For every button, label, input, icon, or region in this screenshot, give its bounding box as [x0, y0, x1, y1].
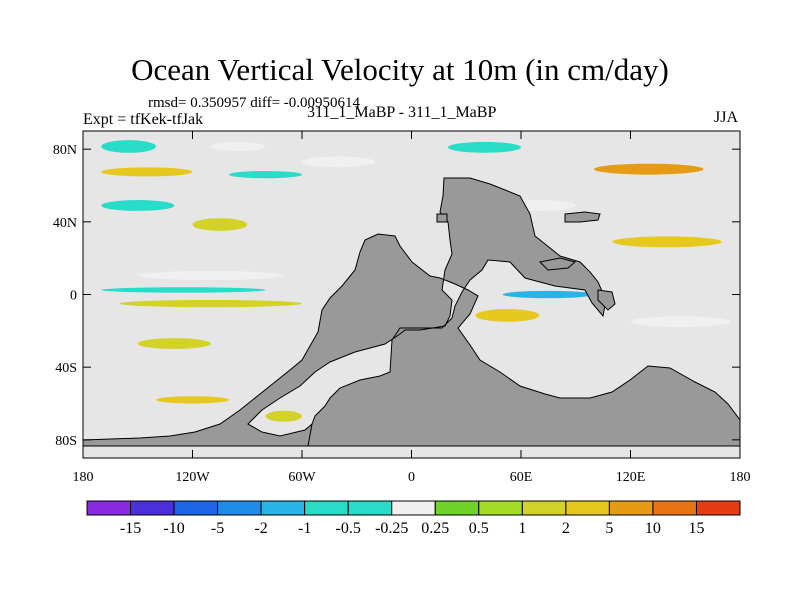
colorbar-label: -0.5: [336, 520, 361, 537]
season-label: JJA: [714, 109, 739, 126]
x-tick-label: 120W: [175, 470, 210, 485]
y-tick-label: 80N: [53, 143, 77, 158]
y-tick-label: 0: [70, 289, 77, 304]
landmass-island: [538, 257, 577, 271]
landmass: [83, 177, 740, 447]
colorbar-box: [347, 500, 393, 516]
colorbar-label: 2: [562, 520, 570, 537]
contour-region-13: [119, 299, 302, 308]
contour-region-11: [137, 270, 284, 280]
colorbar-label: 0.5: [469, 520, 489, 537]
longitude-axis: 180 120W 60W 0 60E 120E 180: [73, 131, 751, 485]
contour-region-6: [448, 141, 521, 153]
experiment-label: Expt = tfKek-tfJak: [83, 111, 204, 128]
latitude-axis: 80N 40N 0 40S 80S: [53, 143, 740, 449]
contour-region-17: [137, 338, 211, 349]
colorbar-label: -5: [211, 520, 224, 537]
colorbar-box: [608, 500, 654, 516]
x-tick-label: 180: [73, 470, 94, 485]
contour-region-1: [210, 141, 266, 151]
colorbar-box: [260, 500, 306, 516]
colorbar-label: 1: [518, 520, 526, 537]
contour-region-3: [229, 170, 302, 179]
contour-field: [101, 140, 731, 437]
contour-region-19: [265, 410, 302, 422]
x-tick-label: 180: [730, 470, 751, 485]
contour-region-4: [302, 156, 375, 168]
colorbar-box: [130, 500, 175, 516]
x-tick-label: 120E: [616, 470, 646, 485]
colorbar-label: -2: [254, 520, 267, 537]
contour-region-8: [192, 218, 248, 231]
x-tick-label: 60E: [510, 470, 533, 485]
colorbar-box: [304, 500, 349, 516]
colorbar-box: [695, 500, 741, 516]
colorbar-label: -1: [298, 520, 311, 537]
landmass-island: [436, 213, 448, 223]
colorbar-box: [652, 500, 697, 516]
colorbar-box: [565, 500, 610, 516]
run-comparison-label: 311_1_MaBP - 311_1_MaBP: [307, 104, 497, 121]
colorbar-label: 10: [645, 520, 661, 537]
contour-region-0: [101, 140, 156, 153]
colorbar-label: -0.25: [375, 520, 408, 537]
colorbar-label: 0.25: [421, 520, 449, 537]
colorbar-label: 5: [605, 520, 613, 537]
contour-region-7: [101, 200, 175, 211]
contour-region-10: [612, 236, 722, 248]
colorbar-label: 15: [688, 520, 704, 537]
x-tick-label: 60W: [288, 470, 316, 485]
y-tick-label: 40S: [55, 361, 77, 376]
colorbar-box: [478, 500, 523, 516]
landmass-island: [597, 289, 616, 311]
colorbar-box: [434, 500, 480, 516]
landmass-island: [564, 211, 601, 223]
colorbar-box: [173, 500, 219, 516]
contour-region-15: [475, 309, 540, 322]
colorbar: -15 -10 -5 -2 -1 -0.5 -0.25 0.25 0.5 1 2 5 10 15: [86, 500, 741, 537]
contour-region-12: [101, 287, 266, 293]
contour-region-18: [156, 396, 229, 404]
map-title: Ocean Vertical Velocity at 10m (in cm/da…: [131, 52, 669, 87]
y-tick-label: 80S: [55, 434, 77, 449]
rmsd-diff-stats: rmsd= 0.350957 diff= -0.00950614: [148, 95, 361, 111]
colorbar-label: -10: [163, 520, 184, 537]
landmass-main: [83, 177, 740, 447]
contour-region-2: [101, 167, 193, 177]
colorbar-box: [391, 500, 436, 516]
contour-region-5: [594, 163, 704, 175]
x-tick-label: 0: [408, 470, 415, 485]
y-tick-label: 40N: [53, 216, 77, 231]
colorbar-box: [86, 500, 132, 516]
colorbar-box: [217, 500, 262, 516]
contour-region-14: [502, 290, 594, 299]
colorbar-box: [521, 500, 567, 516]
colorbar-label: -15: [120, 520, 141, 537]
contour-region-16: [630, 316, 731, 328]
